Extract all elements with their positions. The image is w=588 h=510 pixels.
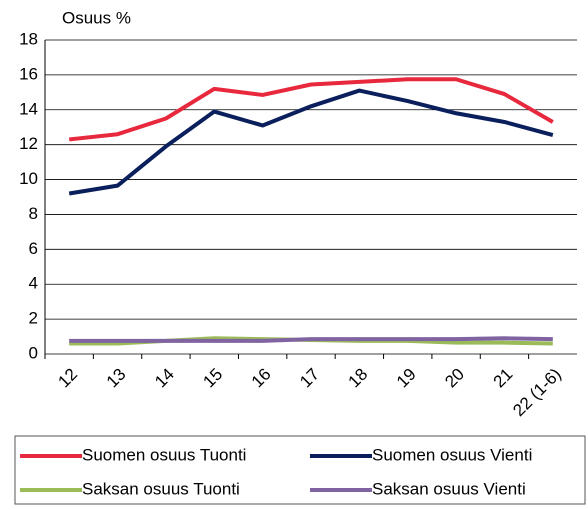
y-tick-label: 8: [29, 204, 38, 223]
legend-label: Suomen osuus Tuonti: [82, 445, 246, 464]
x-tick-label: 16: [248, 365, 275, 392]
y-tick-label: 12: [19, 134, 38, 153]
x-tick-label: 21: [490, 365, 517, 392]
x-tick-label: 13: [103, 365, 130, 392]
x-tick-label: 22 (1-6): [509, 365, 565, 421]
legend-label: Saksan osuus Tuonti: [82, 479, 240, 498]
y-tick-label: 16: [19, 64, 38, 83]
x-tick-label: 12: [54, 365, 81, 392]
x-tick-label: 17: [296, 365, 323, 392]
x-tick-label: 14: [151, 365, 178, 392]
y-tick-label: 10: [19, 169, 38, 188]
series-line: [68, 88, 554, 196]
legend-label: Suomen osuus Vienti: [372, 445, 532, 464]
x-tick-label: 19: [393, 365, 420, 392]
y-tick-label: 14: [19, 99, 38, 118]
y-tick-label: 4: [29, 274, 38, 293]
y-tick-label: 2: [29, 309, 38, 328]
x-tick-label: 18: [345, 365, 372, 392]
legend-label: Saksan osuus Vienti: [372, 479, 526, 498]
series-line: [69, 336, 553, 343]
y-axis-label: Osuus %: [62, 8, 131, 27]
y-tick-label: 0: [29, 343, 38, 362]
x-tick-label: 20: [441, 365, 468, 392]
y-tick-label: 18: [19, 29, 38, 48]
legend-box: [14, 435, 586, 505]
x-tick-label: 15: [199, 365, 226, 392]
y-tick-label: 6: [29, 239, 38, 258]
series-line: [68, 77, 554, 142]
